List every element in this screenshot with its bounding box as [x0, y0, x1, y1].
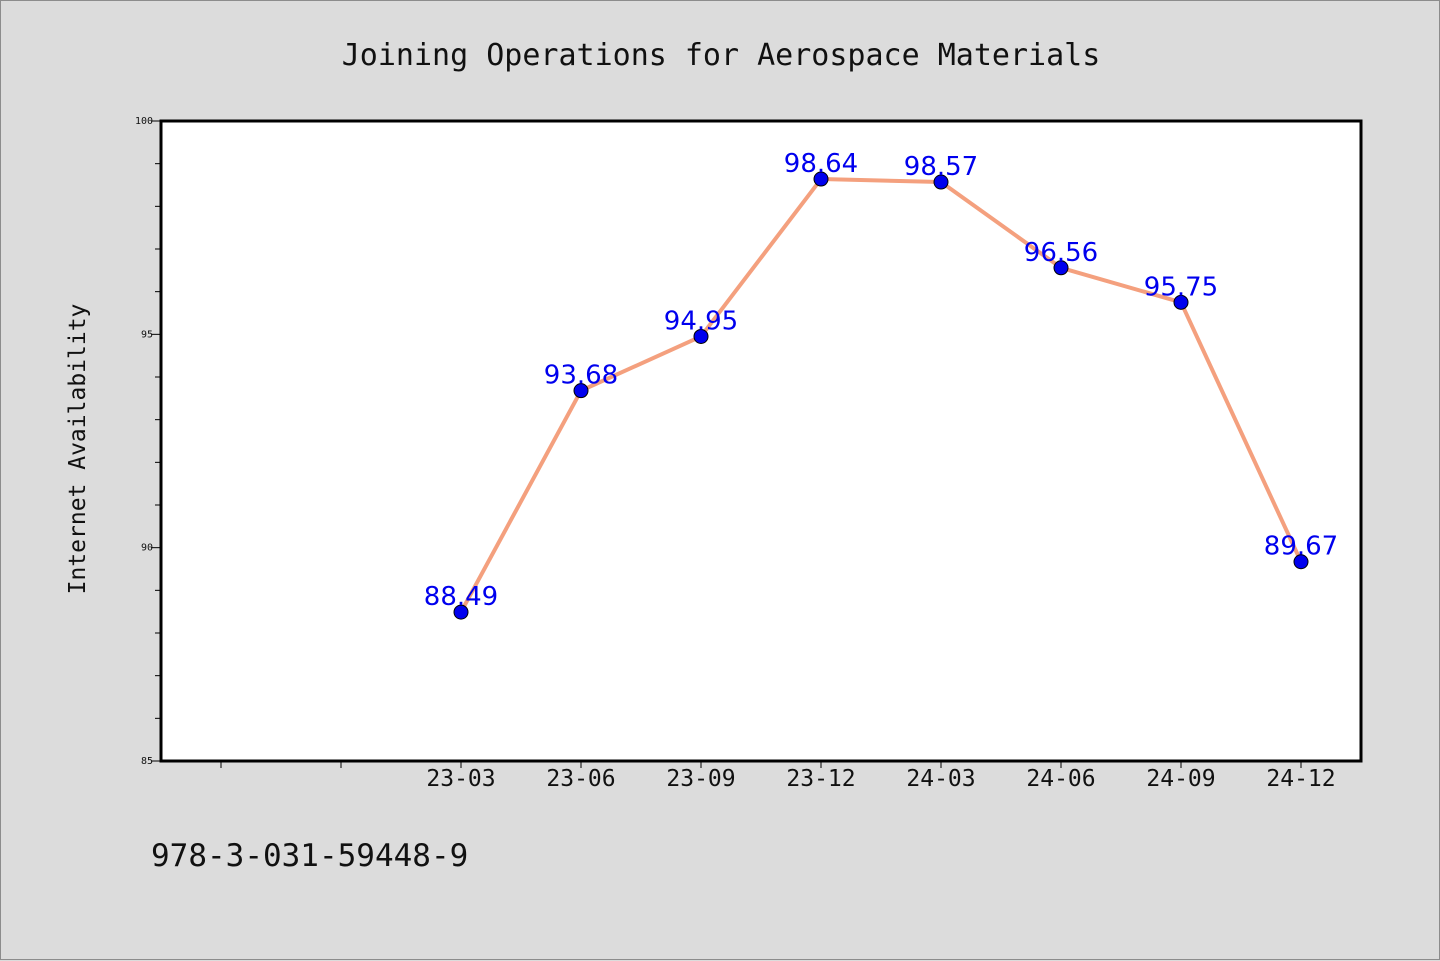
data-label: 95.75 — [1144, 272, 1218, 302]
plot-border — [159, 119, 1363, 763]
x-tick-label: 24-03 — [906, 766, 975, 792]
data-label: 88.49 — [424, 582, 498, 612]
x-tick-label: 24-09 — [1146, 766, 1215, 792]
x-tick-label: 24-12 — [1266, 766, 1335, 792]
x-tick-label: 23-12 — [786, 766, 855, 792]
y-tick-label: 95 — [141, 329, 153, 340]
data-point — [933, 174, 949, 190]
data-point — [693, 328, 709, 344]
data-label: 96.56 — [1024, 238, 1098, 268]
y-tick-label: 100 — [135, 116, 153, 127]
x-tick-label: 23-03 — [426, 766, 495, 792]
y-axis-label: Internet Availability — [65, 304, 91, 595]
data-marks: 88.49 93.68 94.95 98.64 98.57 96.56 95.75 89.67 — [424, 149, 1338, 620]
x-tick-label: 23-06 — [546, 766, 615, 792]
plot-area — [161, 121, 1361, 761]
data-point — [1053, 260, 1069, 276]
chart-title: Joining Operations for Aerospace Materia… — [342, 38, 1101, 73]
x-tick-label: 24-06 — [1026, 766, 1095, 792]
y-tick-label: 85 — [141, 756, 153, 767]
data-point — [1293, 554, 1309, 570]
data-label: 93.68 — [544, 361, 618, 391]
axis-ticks: 85 90 95 100 23-03 23-06 23-09 23-12 24-03 24-06 2… — [135, 116, 1336, 792]
data-label: 98.64 — [784, 149, 858, 179]
data-label: 94.95 — [664, 306, 738, 336]
series-line — [459, 177, 1303, 615]
y-tick-label: 90 — [141, 543, 153, 554]
data-point — [813, 171, 829, 187]
data-label: 89.67 — [1264, 532, 1338, 562]
footnote-isbn: 978-3-031-59448-9 — [151, 838, 468, 874]
data-label: 98.57 — [904, 152, 978, 182]
data-point — [1173, 294, 1189, 310]
data-point — [453, 604, 469, 620]
data-point — [573, 383, 589, 399]
x-tick-label: 23-09 — [666, 766, 735, 792]
